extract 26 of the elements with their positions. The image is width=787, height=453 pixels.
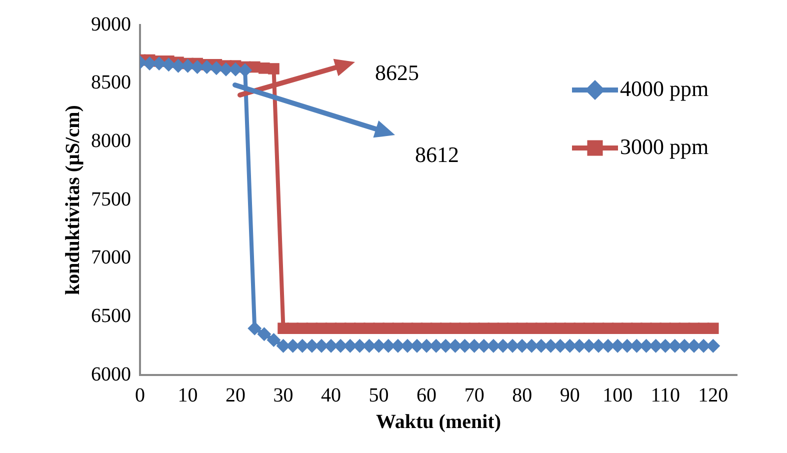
y-tick-label: 6000 bbox=[91, 363, 131, 386]
x-axis-title: Waktu (menit) bbox=[376, 411, 501, 434]
y-tick-label: 9000 bbox=[91, 13, 131, 36]
x-tick-label: 60 bbox=[416, 384, 437, 406]
x-tick-label: 80 bbox=[512, 384, 532, 406]
x-tick-label: 10 bbox=[178, 384, 198, 406]
x-tick-label: 40 bbox=[321, 384, 342, 406]
y-tick-label: 6500 bbox=[91, 304, 131, 327]
x-tick-label: 100 bbox=[602, 384, 633, 406]
x-tick-label: 120 bbox=[698, 384, 728, 406]
x-tick-label: 90 bbox=[560, 384, 580, 406]
x-tick-label: 110 bbox=[650, 384, 680, 406]
annotation: 8612 bbox=[415, 142, 459, 168]
y-axis-title: konduktivitas (µS/cm) bbox=[62, 105, 84, 295]
x-tick-label: 30 bbox=[273, 384, 294, 406]
y-tick-label: 7500 bbox=[91, 188, 131, 210]
x-tick-label: 0 bbox=[135, 384, 145, 406]
y-tick-label: 8000 bbox=[91, 130, 131, 152]
y-tick-label: 8500 bbox=[91, 72, 131, 94]
x-tick-label: 70 bbox=[464, 384, 484, 406]
legend-label: 4000 ppm bbox=[620, 76, 709, 101]
legend-label: 3000 ppm bbox=[620, 134, 709, 159]
annotation: 8625 bbox=[375, 60, 419, 86]
x-tick-label: 50 bbox=[368, 384, 389, 406]
x-tick-label: 20 bbox=[226, 384, 246, 406]
y-tick-label: 7000 bbox=[91, 246, 131, 269]
